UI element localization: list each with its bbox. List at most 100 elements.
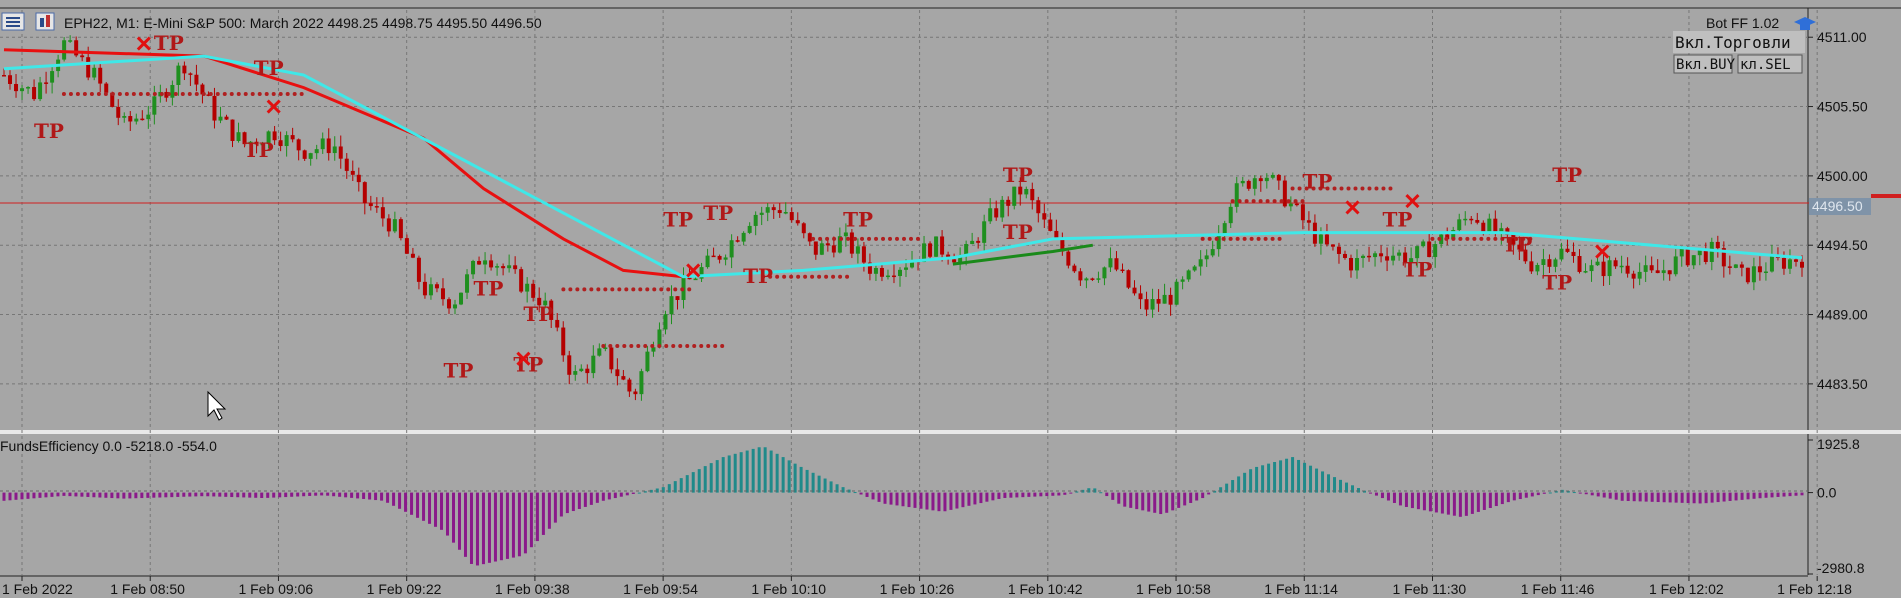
histogram-bar bbox=[1596, 492, 1600, 497]
level-dot bbox=[1507, 236, 1512, 241]
price-tick-label-3: 4494.50 bbox=[1817, 237, 1868, 253]
candle-body bbox=[795, 220, 800, 224]
histogram-bar bbox=[1602, 492, 1606, 498]
histogram-bar bbox=[1177, 492, 1181, 508]
candle-body bbox=[392, 219, 397, 232]
candle-body bbox=[555, 319, 560, 328]
candle-body bbox=[1763, 271, 1768, 274]
trade-toggle-button[interactable] bbox=[1673, 31, 1805, 53]
candle-body bbox=[867, 262, 872, 274]
histogram-bar bbox=[1213, 490, 1217, 493]
candle-body bbox=[110, 92, 115, 107]
histogram-bar bbox=[266, 492, 270, 498]
level-dot bbox=[187, 91, 192, 96]
candle-body bbox=[212, 95, 217, 121]
histogram-bar bbox=[769, 450, 773, 493]
histogram-bar bbox=[32, 492, 36, 499]
histogram-bar bbox=[1512, 492, 1516, 501]
candle-body bbox=[206, 94, 211, 96]
candle-body bbox=[1631, 273, 1636, 279]
level-dot bbox=[1493, 236, 1498, 241]
histogram-bar bbox=[1339, 479, 1343, 493]
candle-body bbox=[170, 84, 175, 98]
histogram-bar bbox=[1039, 492, 1043, 497]
level-dot bbox=[1286, 199, 1291, 204]
candles bbox=[2, 35, 1804, 401]
level-dot bbox=[1514, 236, 1519, 241]
histogram-bar bbox=[1764, 492, 1768, 498]
histogram-bar bbox=[643, 491, 647, 493]
level-dot bbox=[250, 91, 255, 96]
tp-label-1: TP bbox=[154, 31, 184, 55]
candle-body bbox=[507, 265, 512, 269]
candle-body bbox=[1108, 258, 1113, 268]
histogram-bar bbox=[206, 492, 210, 497]
close-x-icon bbox=[516, 351, 531, 366]
indicator-tick-label-1: 0.0 bbox=[1817, 485, 1837, 501]
close-x-icon bbox=[1405, 194, 1420, 209]
histogram-bar bbox=[1434, 492, 1438, 513]
candle-body bbox=[1361, 255, 1366, 259]
histogram-bar bbox=[1027, 492, 1031, 497]
level-dot bbox=[61, 91, 66, 96]
candle-body bbox=[958, 255, 963, 263]
histogram-bar bbox=[877, 492, 881, 502]
dotted-levels bbox=[61, 91, 1533, 349]
level-dot bbox=[638, 287, 643, 292]
histogram-bar bbox=[254, 492, 258, 498]
histogram-bar bbox=[1506, 492, 1510, 503]
histogram-bar bbox=[1608, 492, 1612, 499]
candle-body bbox=[1685, 248, 1690, 266]
histogram-bar bbox=[583, 492, 587, 507]
time-tick-label-9: 1 Feb 10:58 bbox=[1136, 581, 1211, 597]
histogram-bar bbox=[314, 492, 318, 496]
price-tick-label-5: 4483.50 bbox=[1817, 376, 1868, 392]
level-dot bbox=[82, 91, 87, 96]
candle-body bbox=[1252, 178, 1257, 189]
candle-body bbox=[1355, 258, 1360, 271]
level-dot bbox=[666, 287, 671, 292]
histogram-bar bbox=[338, 492, 342, 497]
chart-type-icon[interactable] bbox=[35, 12, 55, 31]
level-dot bbox=[138, 91, 143, 96]
level-dot bbox=[1228, 236, 1233, 241]
candle-body bbox=[741, 232, 746, 242]
symbol-info: EPH22, M1: E-Mini S&P 500: March 2022 44… bbox=[64, 15, 542, 31]
candle-body bbox=[1451, 230, 1456, 240]
ma-fast-line bbox=[3, 54, 1803, 279]
histogram-bar bbox=[302, 492, 306, 497]
time-tick-label-11: 1 Feb 11:30 bbox=[1392, 581, 1466, 597]
level-dot bbox=[173, 91, 178, 96]
histogram-bar bbox=[559, 492, 563, 517]
candle-body bbox=[254, 141, 259, 145]
candle-body bbox=[44, 82, 49, 84]
histogram-bar bbox=[991, 492, 995, 501]
tp-label-0: TP bbox=[34, 119, 64, 143]
histogram-bar bbox=[823, 478, 827, 493]
candle-body bbox=[1258, 178, 1263, 182]
level-dot bbox=[846, 236, 851, 241]
histogram-bar bbox=[469, 492, 473, 564]
histogram-bar bbox=[1368, 492, 1372, 494]
histogram-bar bbox=[230, 492, 234, 498]
histogram-bar bbox=[1530, 492, 1534, 497]
level-dot bbox=[706, 344, 711, 349]
candle-body bbox=[459, 292, 464, 305]
level-dot bbox=[166, 91, 171, 96]
histogram-bar bbox=[1638, 492, 1642, 502]
candle-body bbox=[627, 379, 632, 392]
candle-body bbox=[422, 281, 427, 296]
histogram-bar bbox=[625, 492, 629, 496]
candle-body bbox=[1469, 218, 1474, 221]
pane-separator[interactable] bbox=[0, 430, 1901, 434]
level-dot bbox=[1367, 186, 1372, 191]
level-dot bbox=[803, 274, 808, 279]
histogram-bar bbox=[901, 492, 905, 507]
buy-button[interactable] bbox=[1673, 54, 1733, 74]
level-dot bbox=[1258, 199, 1263, 204]
level-dot bbox=[1277, 236, 1282, 241]
candle-body bbox=[128, 116, 133, 122]
sell-button[interactable] bbox=[1737, 54, 1803, 74]
